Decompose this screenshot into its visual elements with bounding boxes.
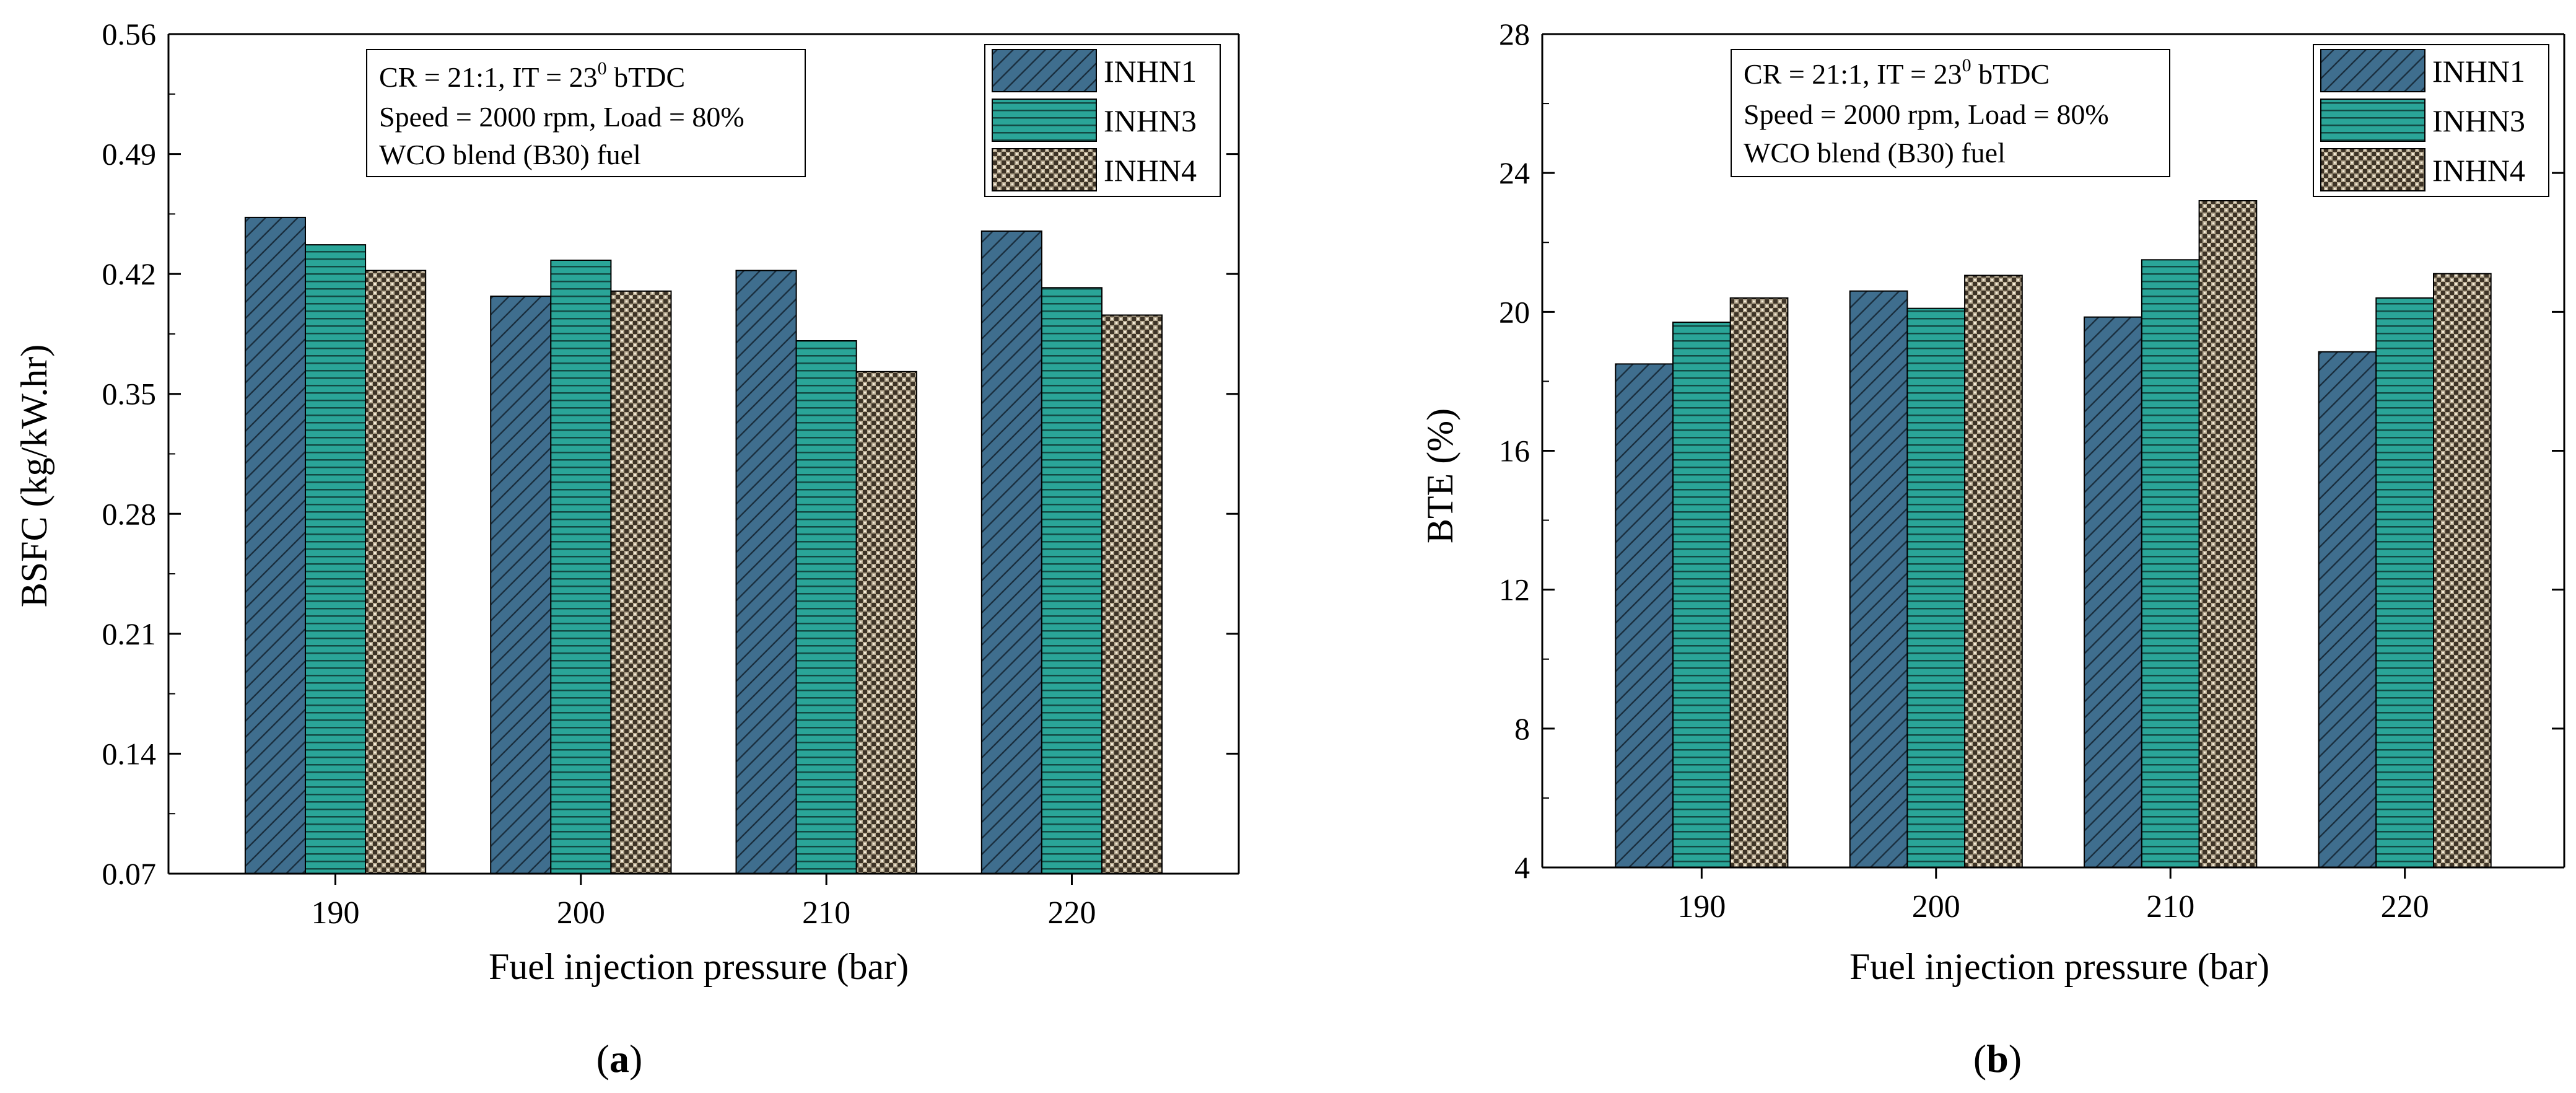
chart-a-bar-inhn1-210 [735,270,797,875]
chart-b-y-tick-label: 16 [1499,434,1530,468]
chart-a-y-tick-label: 0.49 [102,137,157,172]
chart-a-y-tick-label: 0.07 [102,856,157,891]
chart-b-bar-inhn3-220 [2375,297,2435,868]
chart-a: 0.07 0.14 0.21 0.28 0.35 0.42 0.49 0.56 190 200 2… [14,17,1240,1081]
chart-a-annotation-line-2: Speed = 2000 rpm, Load = 80% [379,101,744,133]
chart-a-annotation-line-1: CR = 21:1, IT = 230 bTDC [379,58,685,93]
chart-a-legend-swatch-inhn4 [992,148,1097,191]
chart-b-annotation-line-3: WCO blend (B30) fuel [1744,137,2006,169]
chart-b-bar-inhn1-210 [2084,316,2142,868]
chart-a-bar-inhn3-210 [795,340,857,874]
chart-b-y-tick-label: 20 [1499,294,1530,329]
chart-a-legend-label-inhn3: INHN3 [1104,103,1197,138]
chart-b-bar-inhn3-200 [1906,307,1966,868]
chart-b-annotation-box [1731,49,2170,177]
chart-a-bar-inhn4-190 [365,270,427,875]
chart-b-bar-inhn4-200 [1964,274,2023,868]
chart-a-legend: INHN1 INHN3 INHN4 [984,44,1221,197]
chart-b-bar-inhn1-190 [1615,363,1674,868]
chart-a-y-tick-label: 0.42 [102,257,157,291]
chart-b-y-axis-title: BTE (%) [1420,408,1460,543]
chart-b-bar-inhn3-190 [1672,322,1731,868]
chart-a-legend-swatch-inhn1 [992,49,1097,92]
chart-a-bar-inhn4-210 [855,371,917,874]
chart-b-bar-inhn1-220 [2318,351,2377,868]
chart-a-y-axis-title: BSFC (kg/kW.hr) [14,345,55,608]
chart-b-legend: INHN1 INHN3 INHN4 [2313,44,2549,197]
chart-a-annotation-line-3: WCO blend (B30) fuel [379,139,641,170]
chart-a-bar-inhn3-200 [550,260,612,874]
chart-a-annotation: CR = 21:1, IT = 230 bTDC Speed = 2000 rp… [366,49,806,177]
chart-b-y-tick-label: 12 [1499,573,1530,607]
chart-a-x-axis-title: Fuel injection pressure (bar) [489,946,909,987]
chart-b-legend-swatch-inhn1 [2320,49,2425,92]
chart-a-bar-inhn1-200 [490,296,552,875]
chart-b-x-ticks: 190 200 210 220 [1677,867,2429,924]
chart-a-y-tick-label: 0.21 [102,617,157,651]
chart-b-y-tick-label: 24 [1499,156,1530,190]
chart-a-x-tick-label-220: 220 [1047,895,1096,931]
chart-a-bar-inhn1-220 [980,230,1042,874]
chart-b-bar-inhn4-190 [1729,297,1789,868]
chart-a-bar-inhn1-190 [244,216,306,874]
chart-a-bars [244,216,1163,875]
chart-b: 4 8 12 16 20 24 28 190 200 210 220 Fuel injection… [1420,17,2565,1081]
chart-a-y-tick-label: 0.35 [102,377,157,411]
chart-a-panel-label: (a) [596,1037,643,1081]
chart-b-y-tick-label: 8 [1514,711,1530,746]
chart-b-y-tick-label: 4 [1514,850,1530,885]
chart-a-x-tick-label-200: 200 [557,895,605,931]
chart-a-bar-inhn4-220 [1101,314,1163,874]
chart-a-x-ticks: 190 200 210 220 [312,874,1096,931]
chart-b-legend-swatch-inhn3 [2320,99,2425,142]
chart-b-bar-inhn1-200 [1849,290,1908,868]
chart-a-legend-label-inhn4: INHN4 [1104,153,1197,188]
chart-b-x-tick-label-200: 200 [1912,889,1960,924]
chart-a-legend-swatch-inhn3 [992,99,1097,142]
chart-b-x-axis-title: Fuel injection pressure (bar) [1849,946,2269,987]
chart-b-legend-label-inhn1: INHN1 [2432,54,2525,89]
chart-a-y-ticks: 0.07 0.14 0.21 0.28 0.35 0.42 0.49 0.56 [102,17,1239,891]
chart-a-x-tick-label-210: 210 [802,895,850,931]
chart-b-bar-inhn4-220 [2433,273,2492,868]
chart-b-annotation-line-2: Speed = 2000 rpm, Load = 80% [1744,99,2109,130]
chart-b-y-ticks: 4 8 12 16 20 24 28 [1499,17,2564,885]
chart-a-y-tick-label: 0.28 [102,496,157,531]
chart-b-legend-swatch-inhn4 [2320,148,2425,191]
chart-a-x-tick-label-190: 190 [312,895,360,931]
chart-a-y-tick-label: 0.14 [102,736,157,771]
chart-b-panel-label: (b) [1973,1037,2022,1081]
chart-b-x-tick-label-190: 190 [1677,889,1726,924]
chart-b-annotation: CR = 21:1, IT = 230 bTDC Speed = 2000 rp… [1731,49,2170,177]
chart-b-legend-label-inhn4: INHN4 [2432,153,2525,188]
chart-b-bars [1615,200,2492,868]
chart-b-bar-inhn3-210 [2141,259,2200,868]
chart-a-annotation-box [366,49,806,177]
chart-a-y-tick-label: 0.56 [102,17,157,51]
chart-b-annotation-line-1: CR = 21:1, IT = 230 bTDC [1744,55,2050,90]
chart-b-x-tick-label-210: 210 [2146,889,2194,924]
chart-a-legend-label-inhn1: INHN1 [1104,54,1197,89]
chart-b-x-tick-label-220: 220 [2381,889,2429,924]
chart-a-bar-inhn3-220 [1041,287,1103,874]
chart-a-bar-inhn3-190 [305,244,367,875]
chart-b-legend-label-inhn3: INHN3 [2432,103,2525,138]
chart-b-y-tick-label: 28 [1499,17,1530,51]
chart-a-bar-inhn4-200 [610,290,672,874]
chart-b-bar-inhn4-210 [2198,200,2258,868]
